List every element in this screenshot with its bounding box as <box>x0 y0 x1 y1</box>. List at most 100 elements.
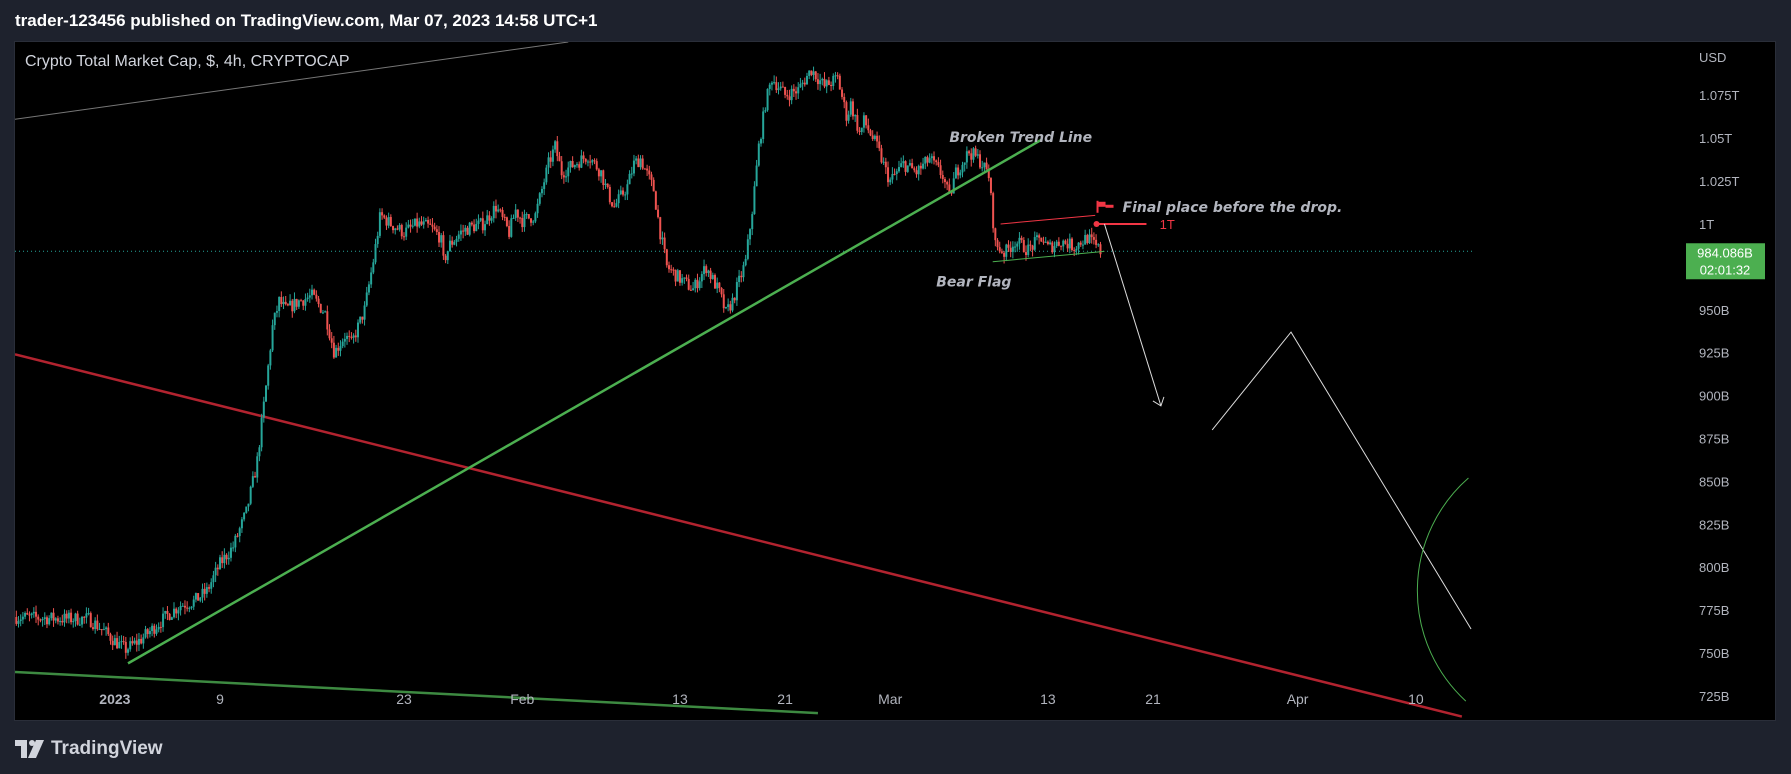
candle-body <box>606 183 609 188</box>
candle-body <box>689 289 692 291</box>
candle-body <box>1079 242 1082 245</box>
candle-body <box>15 617 18 624</box>
candle-body <box>700 274 703 282</box>
candle-body <box>286 304 289 306</box>
candle-body <box>989 178 992 194</box>
candle-body <box>385 217 388 226</box>
candle-body <box>834 75 837 77</box>
candle-body <box>175 608 178 614</box>
candle-body <box>319 304 322 313</box>
candle-body <box>882 161 885 163</box>
candle-body <box>208 587 211 589</box>
candle-body <box>746 239 749 259</box>
candle-body <box>28 614 31 616</box>
candle-body <box>589 161 592 163</box>
candle-body <box>427 220 430 224</box>
candle-body <box>251 476 254 487</box>
candle-body <box>137 638 140 645</box>
candle-body <box>52 612 55 621</box>
candle-body <box>764 110 767 112</box>
candle-body <box>514 209 517 218</box>
candle-body <box>597 169 600 177</box>
candle-body <box>698 281 701 289</box>
candle-body <box>85 613 88 618</box>
candle-body <box>838 75 841 90</box>
candle-body <box>720 288 723 295</box>
candle-body <box>667 265 670 270</box>
candle-body <box>659 217 662 240</box>
y-axis-tick-label: 850B <box>1699 474 1729 489</box>
candle-body <box>547 157 550 168</box>
candle-body <box>83 616 86 618</box>
candle-body <box>1062 240 1065 247</box>
candle-body <box>935 160 938 163</box>
candle-body <box>1003 252 1006 257</box>
chart-panel[interactable]: 1T Final place before the drop. Broken Tre… <box>14 41 1776 721</box>
time-axis[interactable]: 2023 9 23 Feb 13 21 Mar 13 21 Apr 10 <box>99 691 1424 707</box>
candle-body <box>922 163 925 169</box>
candle-body <box>887 167 890 183</box>
candle-body <box>777 88 780 91</box>
price-axis[interactable]: 725B 750B 775B 800B 825B 850B 875B 900B 925B 950B… <box>1699 88 1740 704</box>
candle-body <box>672 269 675 271</box>
candle-body <box>131 641 134 644</box>
candle-body <box>32 611 35 614</box>
candle-body <box>595 161 598 170</box>
candle-body <box>457 234 460 239</box>
candle-body <box>1057 241 1060 246</box>
candle-body <box>1049 242 1052 245</box>
tradingview-logo[interactable]: TradingView <box>15 738 163 760</box>
candle-body <box>992 193 995 229</box>
candle-body <box>315 294 318 299</box>
candle-body <box>871 135 874 140</box>
x-axis-tick-label: Mar <box>878 691 902 707</box>
candle-body <box>766 88 769 111</box>
candle-body <box>304 299 307 306</box>
candle-body <box>549 157 552 162</box>
candle-body <box>755 165 758 187</box>
dark-green-trendline <box>15 670 818 715</box>
candle-body <box>799 83 802 88</box>
candle-body <box>398 224 401 230</box>
candle-body <box>624 194 627 196</box>
candle-body <box>264 385 267 402</box>
currency-label: USD <box>1699 50 1726 65</box>
candle-body <box>201 588 204 598</box>
candle-body <box>538 193 541 204</box>
candle-body <box>823 78 826 87</box>
candle-body <box>812 71 815 75</box>
candle-body <box>271 325 274 351</box>
candle-body <box>275 311 278 313</box>
candle-body <box>611 202 614 207</box>
candle-body <box>300 300 303 302</box>
candle-body <box>107 627 110 635</box>
candle-body <box>516 209 519 218</box>
candle-body <box>1042 241 1045 243</box>
candle-body <box>1038 235 1041 238</box>
candle-body <box>446 251 449 261</box>
candle-body <box>1027 244 1030 255</box>
candle-body <box>959 172 962 176</box>
candle-body <box>602 170 605 185</box>
candle-body <box>832 75 835 87</box>
candle-body <box>1018 237 1021 244</box>
candle-body <box>711 275 714 279</box>
tradingview-brand: TradingView <box>51 738 163 759</box>
candle-body <box>983 162 986 168</box>
candle-body <box>396 228 399 230</box>
candle-body <box>295 298 298 307</box>
candle-body <box>685 277 688 279</box>
candle-body <box>569 160 572 168</box>
candle-body <box>1005 244 1008 257</box>
candle-body <box>129 641 132 650</box>
candle-body <box>72 621 75 623</box>
candle-body <box>643 168 646 170</box>
candle-body <box>1068 238 1071 249</box>
candle-body <box>582 155 585 159</box>
candle-body <box>100 629 103 631</box>
candle-body <box>416 218 419 227</box>
candle-body <box>63 613 66 623</box>
candle-body <box>876 135 879 142</box>
candle-body <box>453 242 456 245</box>
